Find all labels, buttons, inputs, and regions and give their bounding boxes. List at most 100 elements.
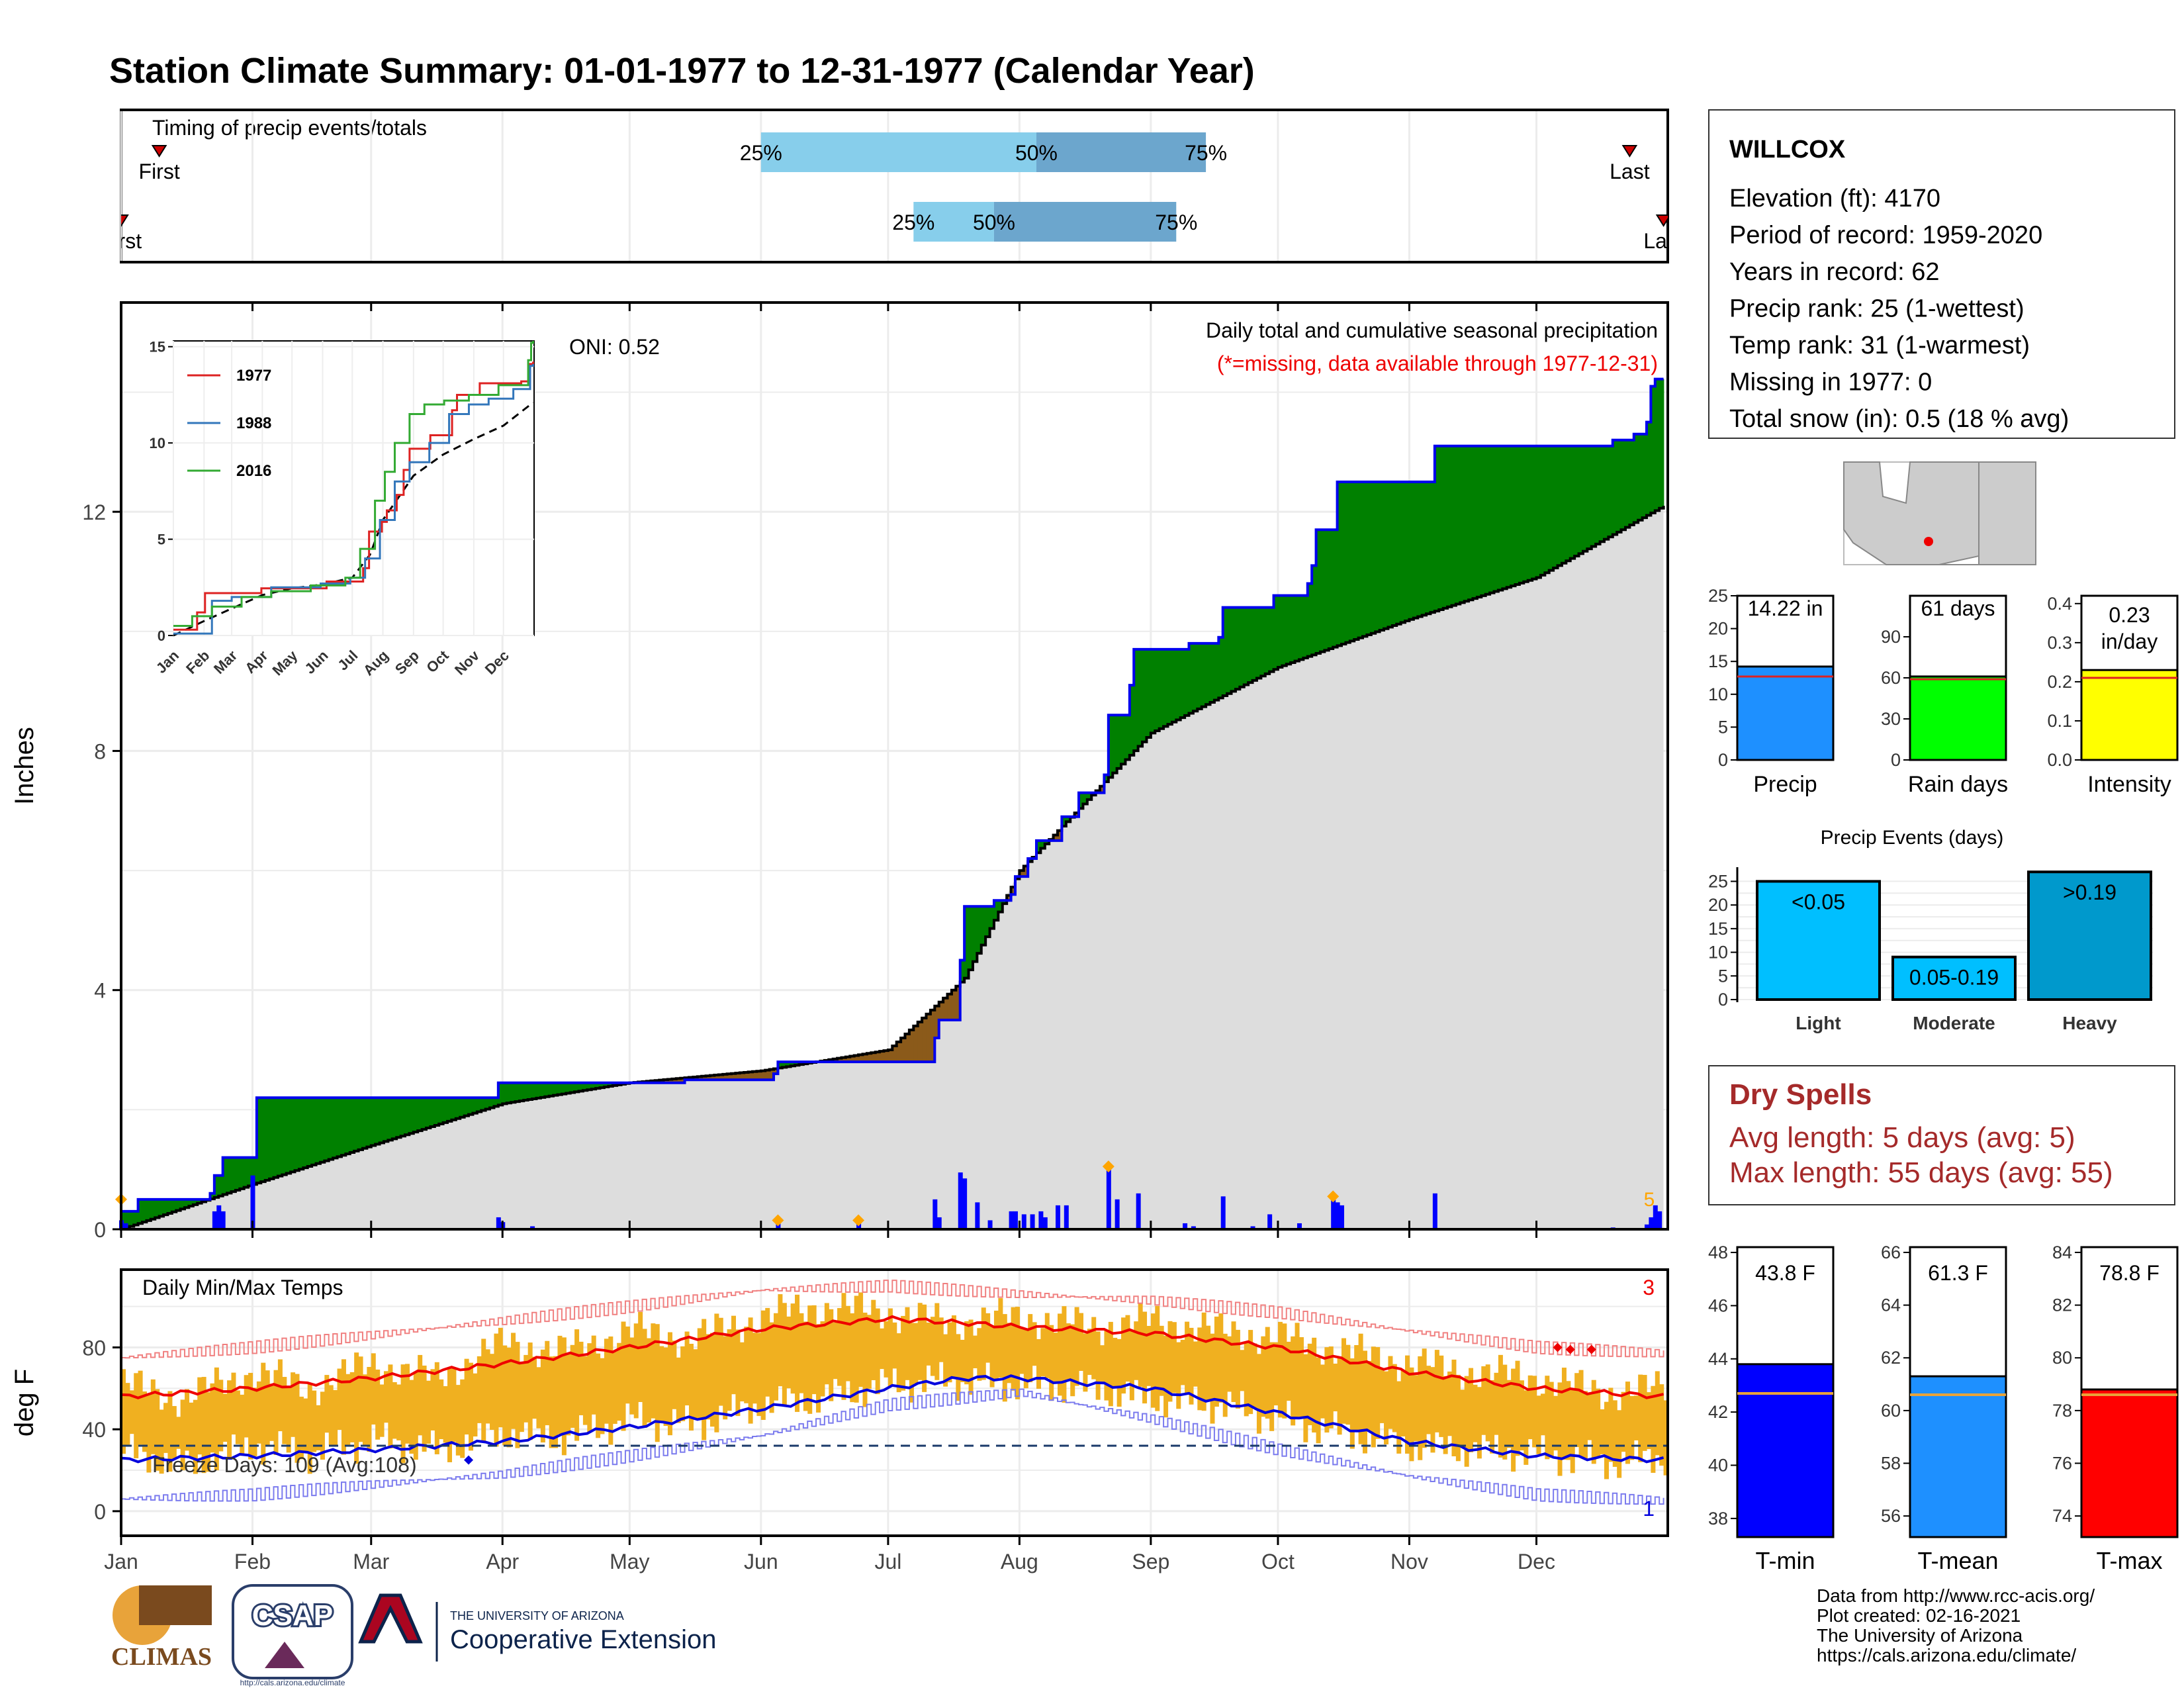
- daily-temp-bar: [887, 1308, 893, 1387]
- daily-temp-bar: [892, 1322, 897, 1369]
- daily-temp-bar: [1434, 1350, 1439, 1432]
- summary-value-line-2: in/day: [2101, 630, 2158, 653]
- daily-temp-bar: [829, 1309, 834, 1401]
- above-normal-fill: [1307, 583, 1312, 657]
- above-normal-fill: [1612, 440, 1617, 535]
- above-normal-fill: [1557, 445, 1563, 566]
- below-normal-fill: [913, 1025, 919, 1062]
- below-normal-fill: [866, 1053, 872, 1062]
- daily-temp-bar: [1011, 1307, 1016, 1391]
- daily-temp-bar: [1663, 1400, 1668, 1476]
- daily-temp-bar: [1167, 1321, 1173, 1402]
- daily-temp-bar: [947, 1322, 952, 1383]
- above-normal-fill: [1587, 445, 1592, 549]
- daily-temp-bar: [337, 1368, 342, 1430]
- inset-ytick-label: 0: [158, 628, 165, 644]
- daily-temp-bar: [1256, 1354, 1261, 1434]
- daily-temp-bar: [1002, 1314, 1007, 1402]
- map-border: [1939, 556, 2036, 565]
- above-normal-fill: [600, 1082, 605, 1088]
- daily-temp-bar: [273, 1370, 279, 1456]
- daily-temp-bar: [697, 1328, 702, 1419]
- temp-bar-t-min: [1736, 1363, 1835, 1538]
- above-normal-fill: [511, 1082, 516, 1103]
- daily-temp-bar: [422, 1365, 427, 1452]
- station-name: WILLCOX: [1729, 136, 1846, 164]
- above-normal-fill: [1333, 530, 1338, 647]
- above-normal-fill: [1464, 445, 1469, 602]
- daily-temp-bar: [998, 1298, 1003, 1378]
- daily-temp-bar: [218, 1380, 224, 1452]
- above-normal-fill: [570, 1082, 575, 1093]
- above-normal-fill: [383, 1098, 389, 1142]
- daily-temp-bar: [1121, 1317, 1126, 1394]
- above-normal-fill: [1604, 445, 1610, 539]
- daily-temp-bar: [837, 1308, 842, 1386]
- above-normal-fill: [506, 1082, 512, 1103]
- daily-temp-bar: [587, 1343, 592, 1433]
- daily-temp-bar: [477, 1356, 482, 1423]
- daily-temp-bar: [1625, 1382, 1630, 1464]
- daily-temp-bar: [880, 1328, 885, 1370]
- daily-temp-bar: [651, 1323, 656, 1419]
- daily-temp-bar: [1642, 1375, 1647, 1451]
- summary-bar-precip: [1736, 665, 1835, 761]
- credit-url: https://cals.arizona.edu/climate/: [1817, 1645, 2076, 1665]
- daily-precip-bar: [1191, 1226, 1196, 1229]
- daily-temp-bar: [367, 1366, 372, 1452]
- summary-ytick-label: 90: [1881, 627, 1901, 647]
- timing-bar-25-50: [760, 132, 1036, 172]
- summary-ytick-label: 0.4: [2047, 594, 2072, 614]
- daily-temp-bar: [1125, 1315, 1130, 1382]
- daily-temp-bar: [553, 1356, 559, 1448]
- daily-temp-bar: [1312, 1337, 1317, 1433]
- daily-temp-bar: [841, 1293, 846, 1400]
- temp-bar-value-label: 43.8 F: [1755, 1261, 1815, 1285]
- above-normal-fill: [252, 1157, 257, 1185]
- daily-temp-bar: [455, 1385, 461, 1456]
- below-normal-fill: [676, 1078, 681, 1083]
- above-normal-fill: [328, 1098, 334, 1160]
- above-normal-fill: [1341, 481, 1347, 645]
- daily-temp-bar: [1197, 1327, 1203, 1411]
- daily-temp-bar: [430, 1369, 435, 1430]
- above-normal-fill: [1277, 595, 1283, 667]
- daily-temp-bar: [159, 1409, 164, 1474]
- temp-bar-t-mean: [1909, 1375, 2007, 1538]
- daily-precip-bar: [1220, 1196, 1226, 1229]
- daily-temp-bar: [1447, 1371, 1453, 1436]
- daily-temp-bar: [1079, 1313, 1084, 1371]
- above-normal-fill: [277, 1098, 283, 1176]
- above-normal-fill: [1409, 481, 1414, 620]
- above-normal-fill: [604, 1082, 610, 1088]
- above-normal-fill: [138, 1199, 143, 1224]
- daily-precip-bar: [1136, 1193, 1141, 1229]
- daily-precip-bar: [975, 1202, 980, 1229]
- above-normal-fill: [1600, 445, 1605, 542]
- daily-temp-bar: [896, 1333, 901, 1393]
- above-normal-fill: [235, 1157, 241, 1190]
- inset-legend-label: 1977: [236, 367, 271, 385]
- daily-temp-bar: [705, 1334, 711, 1420]
- daily-temp-bar: [473, 1373, 478, 1437]
- daily-temp-bar: [926, 1322, 931, 1366]
- cumulative-1977-line: [121, 377, 1664, 1213]
- above-normal-fill: [557, 1082, 563, 1095]
- above-normal-fill: [1231, 607, 1236, 692]
- freeze-days-label: Freeze Days: 109 (Avg:108): [152, 1453, 417, 1477]
- daily-temp-bar: [358, 1356, 363, 1442]
- daily-temp-bar: [1295, 1323, 1300, 1419]
- daily-temp-bar: [1286, 1341, 1291, 1401]
- daily-temp-bar: [646, 1338, 651, 1423]
- last-event-marker: [1621, 145, 1638, 158]
- above-normal-fill: [320, 1098, 326, 1162]
- daily-temp-bar: [824, 1303, 829, 1385]
- above-normal-fill: [176, 1199, 181, 1211]
- dry-spells-avg: Avg length: 5 days (avg: 5): [1729, 1121, 2075, 1154]
- daily-temp-bar: [252, 1387, 257, 1456]
- daily-temp-bar: [854, 1295, 859, 1403]
- above-normal-fill: [1121, 715, 1126, 765]
- above-normal-fill: [778, 1062, 783, 1068]
- temp-bar-label: T-max: [2096, 1547, 2162, 1574]
- daily-temp-bar: [1582, 1391, 1588, 1460]
